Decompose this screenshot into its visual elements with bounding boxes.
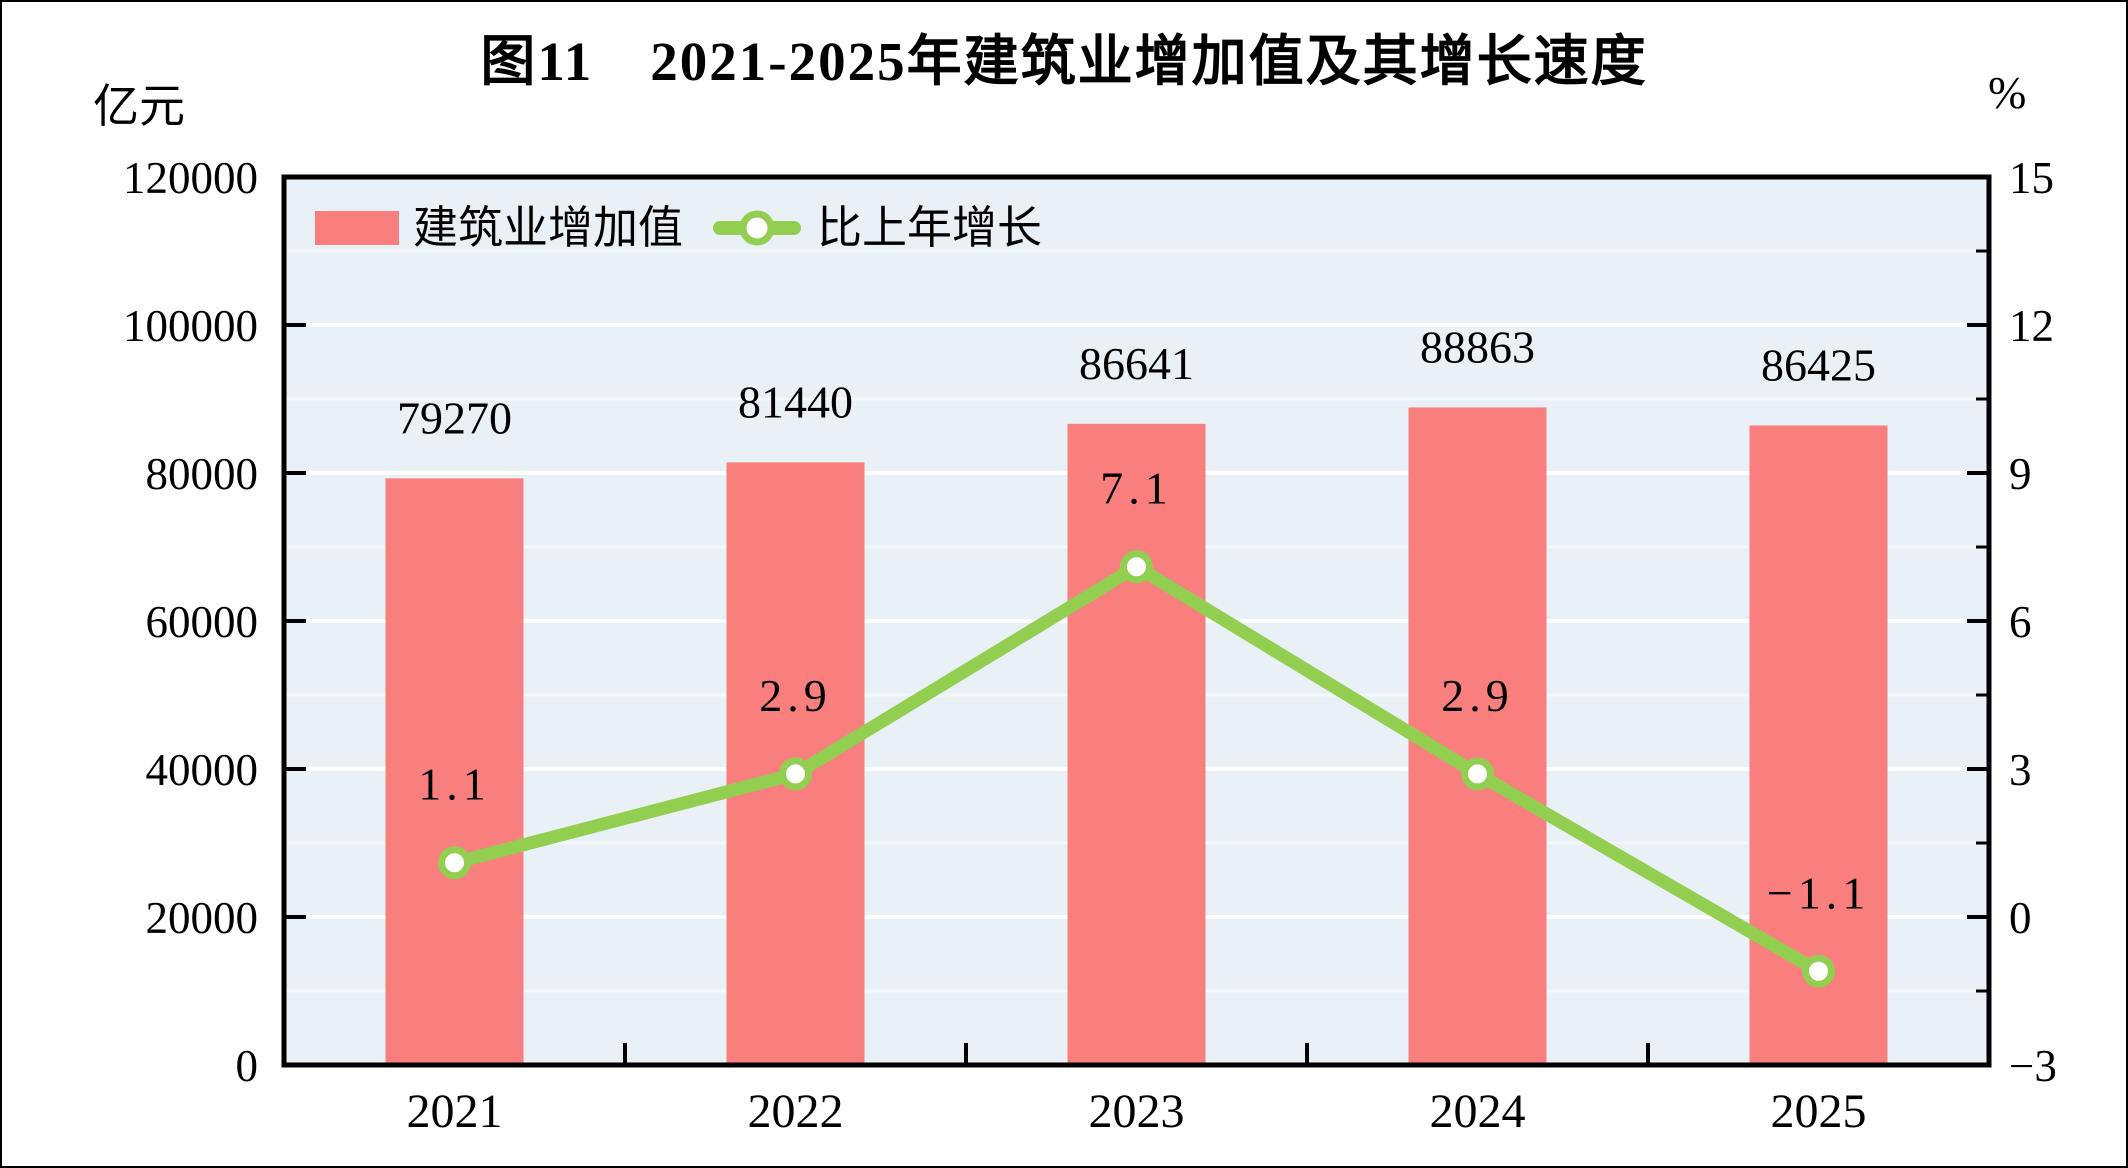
bar-value-label: 86425 bbox=[1761, 339, 1876, 390]
right-axis-tick-label: 0 bbox=[2009, 893, 2032, 943]
right-axis-tick-label: 6 bbox=[2009, 597, 2032, 647]
legend-line-swatch bbox=[713, 210, 802, 246]
marker-2024 bbox=[1461, 757, 1494, 791]
right-axis-unit-label: % bbox=[1988, 67, 2027, 118]
chart-legend: 建筑业增加值 比上年增长 bbox=[315, 202, 1042, 254]
growth-value-label: 2.9 bbox=[759, 670, 832, 721]
x-axis-label-2023: 2023 bbox=[1089, 1085, 1185, 1138]
left-axis-tick-label: 100000 bbox=[123, 301, 258, 351]
right-axis-tick-label: 9 bbox=[2009, 449, 2032, 499]
growth-value-label: 7.1 bbox=[1100, 463, 1173, 514]
legend-bar-swatch bbox=[315, 211, 399, 245]
x-axis-label-2022: 2022 bbox=[748, 1085, 844, 1138]
right-axis-tick-label: −3 bbox=[2009, 1041, 2057, 1091]
bar-2024 bbox=[1408, 407, 1547, 1065]
right-axis-tick-label: 15 bbox=[2009, 153, 2054, 203]
chart-title: 图11 2021-2025年建筑业增加值及其增长速度 bbox=[480, 31, 1648, 92]
marker-2021 bbox=[438, 846, 471, 880]
bar-value-label: 86641 bbox=[1079, 338, 1194, 389]
x-axis-label-2024: 2024 bbox=[1430, 1085, 1526, 1138]
legend-line-marker-icon bbox=[739, 210, 775, 246]
right-axis-tick-label: 3 bbox=[2009, 745, 2032, 795]
left-axis-tick-label: 0 bbox=[236, 1041, 259, 1091]
marker-2023 bbox=[1120, 550, 1153, 584]
left-axis-tick-label: 60000 bbox=[146, 597, 259, 647]
bar-value-label: 81440 bbox=[738, 376, 853, 427]
marker-2025 bbox=[1802, 954, 1835, 988]
growth-value-label: 2.9 bbox=[1441, 670, 1514, 721]
left-axis-tick-label: 40000 bbox=[146, 745, 259, 795]
left-axis-tick-label: 20000 bbox=[146, 893, 259, 943]
x-axis-label-2021: 2021 bbox=[407, 1085, 503, 1138]
right-axis-tick-label: 12 bbox=[2009, 301, 2054, 351]
legend-label-line-series: 比上年增长 bbox=[817, 203, 1043, 253]
bar-2023 bbox=[1067, 423, 1206, 1066]
legend-label-bar-series: 建筑业增加值 bbox=[413, 203, 684, 253]
bar-2021 bbox=[385, 478, 524, 1066]
left-axis-tick-label: 80000 bbox=[146, 449, 259, 499]
left-axis-unit-label: 亿元 bbox=[93, 81, 185, 132]
left-axis-tick-label: 120000 bbox=[123, 153, 258, 203]
bar-value-label: 79270 bbox=[397, 392, 512, 443]
plot-border bbox=[281, 174, 1992, 1068]
growth-value-label: −1.1 bbox=[1767, 867, 1870, 918]
x-axis-label-2025: 2025 bbox=[1771, 1085, 1867, 1138]
bar-value-label: 88863 bbox=[1420, 321, 1535, 372]
growth-value-label: 1.1 bbox=[418, 759, 491, 810]
marker-2022 bbox=[779, 757, 812, 791]
